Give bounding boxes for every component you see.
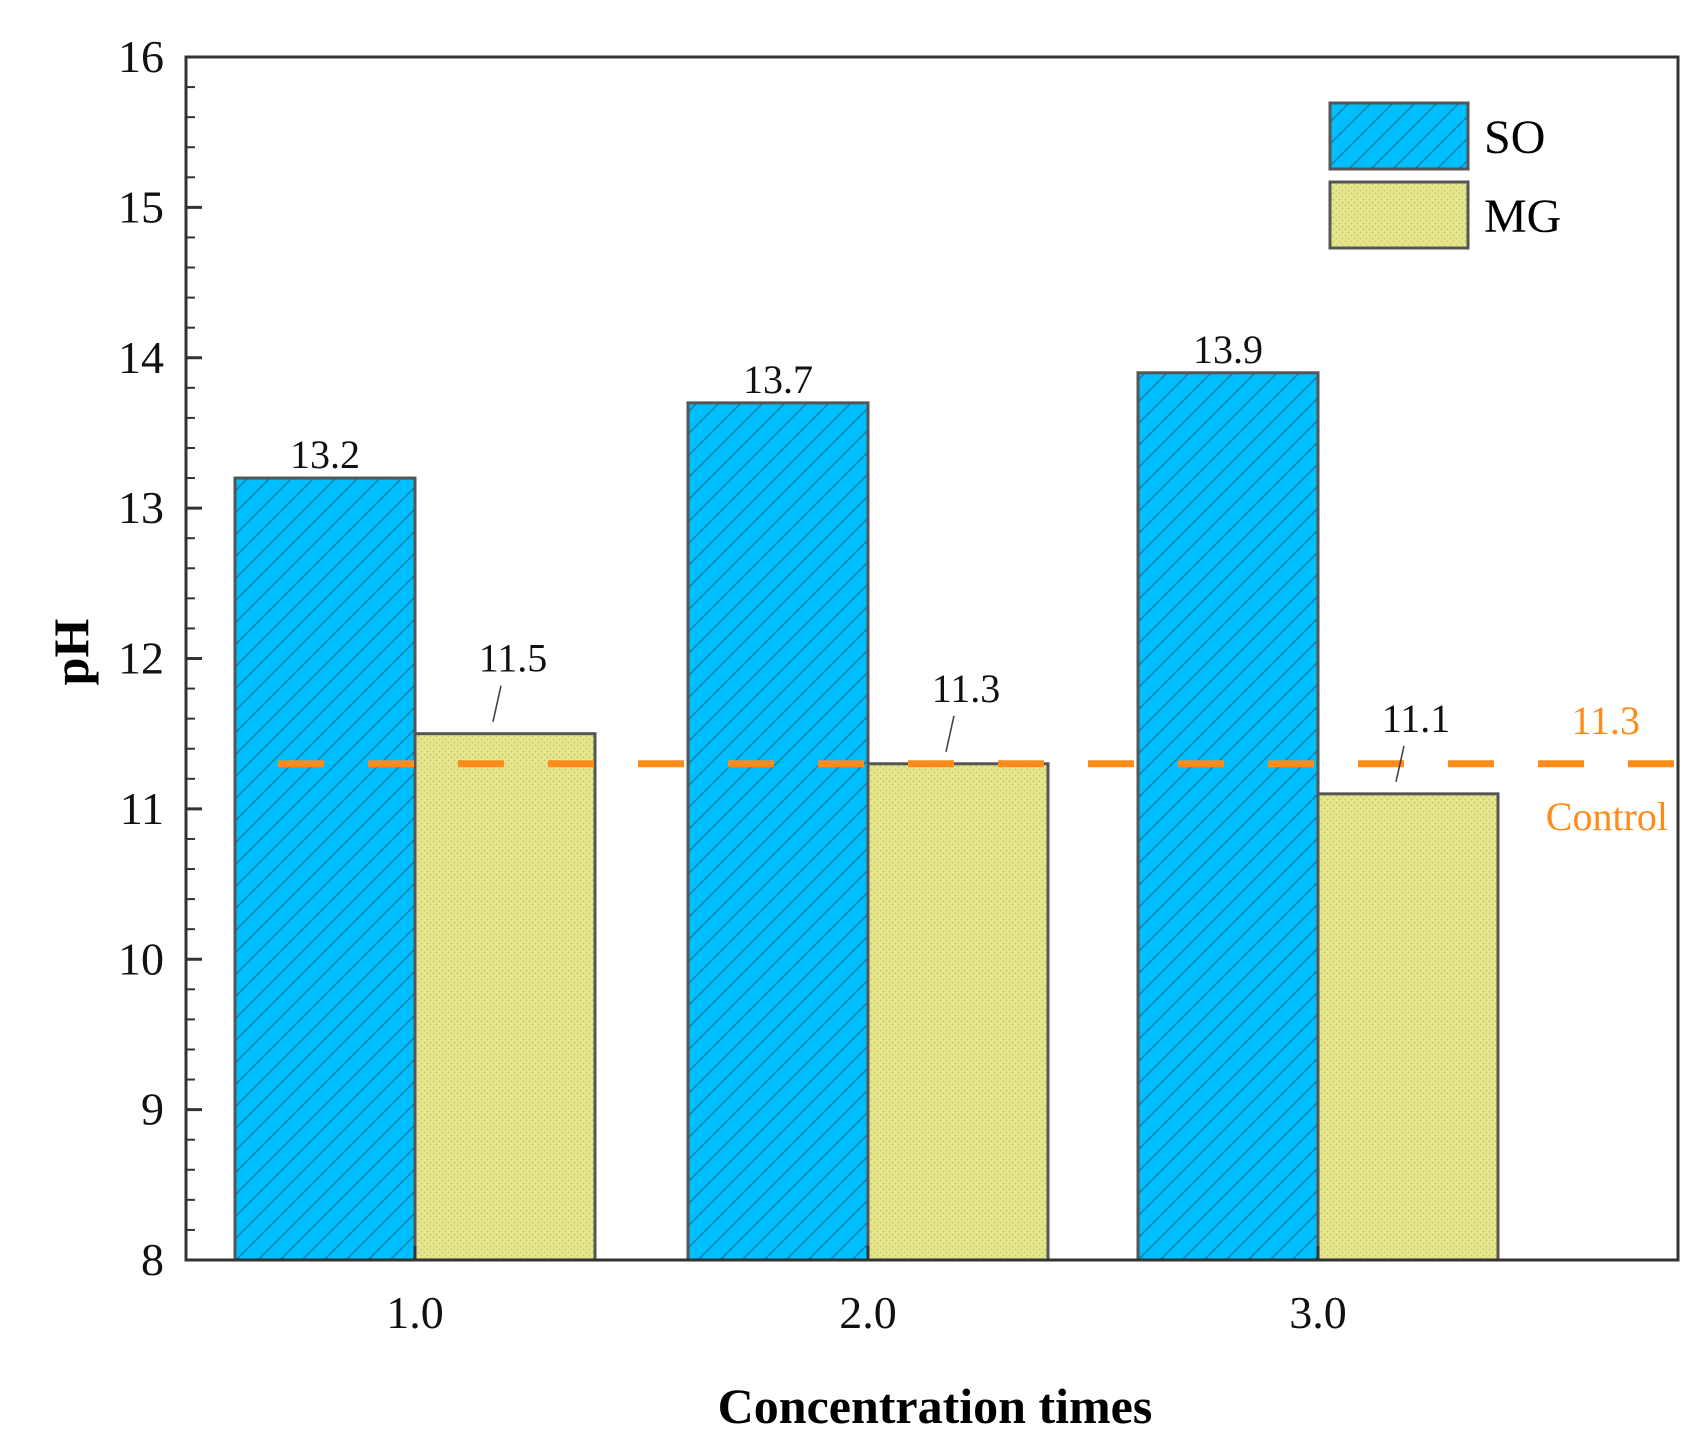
data-label-mg-3.0: 11.1: [1382, 696, 1451, 741]
control-reference-group: 11.3 Control: [278, 698, 1676, 839]
control-label: Control: [1546, 794, 1668, 839]
x-tick-label-1.0: 1.0: [386, 1287, 444, 1338]
y-tick-label: 10: [118, 933, 164, 984]
bars-group: [233, 371, 1500, 1262]
legend-swatch-so: [1328, 101, 1470, 171]
x-tick-label-3.0: 3.0: [1289, 1287, 1347, 1338]
x-tick-label-2.0: 2.0: [839, 1287, 897, 1338]
y-tick-label: 15: [118, 181, 164, 232]
x-axis-title: Concentration times: [718, 1378, 1153, 1434]
bar-mg-3.0: [1316, 792, 1500, 1262]
y-axis-title: pH: [43, 619, 99, 686]
bar-mg-1.0: [413, 732, 597, 1262]
data-label-leader: [1395, 745, 1405, 783]
data-label-leader: [945, 715, 955, 752]
bar-so-2.0: [686, 401, 870, 1262]
y-tick-label: 16: [118, 31, 164, 82]
legend-label-mg: MG: [1484, 190, 1561, 243]
data-label-so-2.0: 13.7: [743, 357, 813, 402]
data-label-mg-1.0: 11.5: [479, 636, 548, 681]
bar-so-3.0: [1136, 371, 1320, 1262]
legend-swatch-mg: [1328, 180, 1470, 250]
bar-mg-2.0: [866, 762, 1050, 1262]
legend: SO MG: [1328, 101, 1561, 250]
data-labels-group: 13.2 13.7 13.9 11.5 11.3 11.1: [290, 327, 1451, 783]
bar-so-1.0: [233, 476, 417, 1262]
data-label-so-3.0: 13.9: [1193, 327, 1263, 372]
data-label-leader: [492, 685, 502, 722]
y-tick-label: 8: [141, 1234, 164, 1285]
control-value-label: 11.3: [1571, 698, 1640, 743]
axes-group: 8 9 10 11 12 13 14 15 16 1.0 2.0 3.0: [118, 31, 1680, 1338]
y-tick-label: 14: [118, 332, 164, 383]
data-label-mg-2.0: 11.3: [932, 666, 1001, 711]
data-label-so-1.0: 13.2: [290, 432, 360, 477]
y-tick-label: 12: [118, 633, 164, 684]
legend-label-so: SO: [1484, 111, 1545, 164]
y-tick-label: 9: [141, 1084, 164, 1135]
y-tick-label: 11: [120, 783, 164, 834]
y-tick-label: 13: [118, 482, 164, 533]
